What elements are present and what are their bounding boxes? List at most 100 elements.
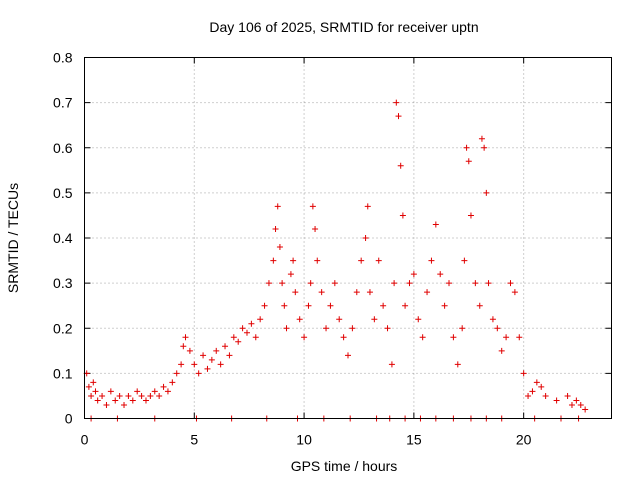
data-point [395, 113, 402, 120]
data-point [424, 289, 431, 296]
data-point [204, 365, 211, 372]
data-point [406, 280, 413, 287]
data-point [553, 397, 560, 404]
y-tick-label: 0.6 [53, 140, 73, 156]
data-point [160, 383, 167, 390]
data-point [432, 221, 439, 228]
data-point [573, 397, 580, 404]
data-point [476, 302, 483, 309]
data-point [112, 397, 119, 404]
data-point [441, 302, 448, 309]
data-point [353, 289, 360, 296]
data-point [230, 334, 237, 341]
data-point [485, 280, 492, 287]
data-point [511, 289, 518, 296]
y-tick-label: 0.4 [53, 230, 73, 246]
data-point [465, 158, 472, 165]
data-point [494, 325, 501, 332]
data-point [507, 280, 514, 287]
x-tick-label: 10 [296, 432, 312, 448]
data-point [138, 392, 145, 399]
y-tick-label: 0 [65, 411, 73, 427]
data-point [274, 203, 281, 210]
data-point [191, 361, 198, 368]
data-point [248, 320, 255, 327]
data-point [265, 280, 272, 287]
data-point [446, 280, 453, 287]
data-point [327, 302, 334, 309]
data-point [371, 316, 378, 323]
data-point [195, 370, 202, 377]
data-point [318, 289, 325, 296]
data-point [568, 401, 575, 408]
data-point [125, 392, 132, 399]
data-point [415, 316, 422, 323]
data-point [454, 361, 461, 368]
data-point [538, 383, 545, 390]
data-point [156, 392, 163, 399]
data-point [410, 271, 417, 278]
data-point [257, 316, 264, 323]
data-point [503, 334, 510, 341]
data-point [151, 388, 158, 395]
data-point [419, 334, 426, 341]
y-tick-label: 0.8 [53, 50, 73, 66]
data-point [235, 338, 242, 345]
data-point [222, 343, 229, 350]
data-point [478, 135, 485, 142]
data-point [498, 347, 505, 354]
data-point [529, 388, 536, 395]
data-point [296, 316, 303, 323]
data-point [388, 361, 395, 368]
data-points [83, 99, 589, 422]
data-point [116, 392, 123, 399]
data-point [208, 356, 215, 363]
data-point [364, 203, 371, 210]
data-point [90, 379, 97, 386]
data-point [366, 289, 373, 296]
data-point [483, 189, 490, 196]
data-point [391, 280, 398, 287]
data-point [107, 388, 114, 395]
y-tick-label: 0.5 [53, 185, 73, 201]
data-point [279, 280, 286, 287]
data-point [169, 379, 176, 386]
x-tick-label: 15 [406, 432, 422, 448]
data-point [276, 244, 283, 251]
data-point [134, 388, 141, 395]
data-point [292, 289, 299, 296]
data-point [345, 352, 351, 359]
data-point [564, 392, 571, 399]
data-point [200, 352, 207, 359]
data-point [239, 325, 246, 332]
data-point [437, 271, 444, 278]
data-point [467, 212, 474, 219]
data-point [85, 383, 92, 390]
data-point [121, 401, 128, 408]
data-point [393, 99, 400, 106]
data-point [94, 397, 101, 404]
data-point [99, 392, 106, 399]
data-point [481, 144, 488, 151]
x-axis-label: GPS time / hours [291, 458, 398, 474]
chart-title: Day 106 of 2025, SRMTID for receiver upt… [209, 19, 478, 35]
data-point [375, 257, 382, 264]
data-point [309, 203, 316, 210]
data-point [281, 302, 288, 309]
y-tick-label: 0.7 [53, 95, 73, 111]
data-point [397, 162, 404, 169]
data-point [305, 302, 312, 309]
data-point [380, 302, 387, 309]
data-point [182, 334, 189, 341]
x-tick-label: 20 [516, 432, 532, 448]
data-point [384, 325, 391, 332]
data-point [459, 325, 466, 332]
data-point [301, 334, 308, 341]
data-point [164, 388, 171, 395]
data-point [226, 352, 233, 359]
data-point [472, 280, 479, 287]
data-point [217, 361, 224, 368]
grid-lines [84, 57, 612, 419]
y-tick-label: 0.2 [53, 320, 73, 336]
